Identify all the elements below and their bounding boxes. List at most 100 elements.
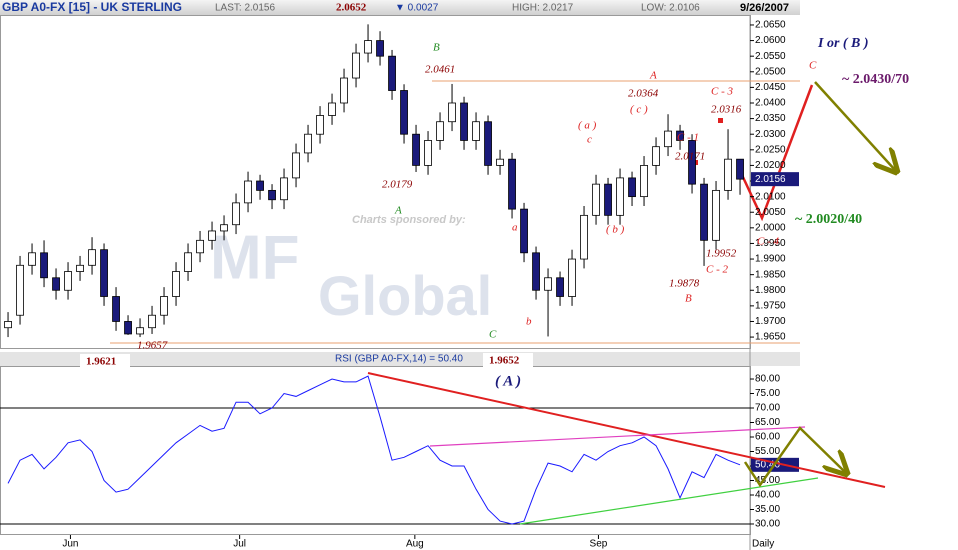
candle-body <box>388 55 396 91</box>
y-tick-label: 30.00 <box>755 519 780 530</box>
candle-body <box>16 264 24 316</box>
annotation: ( a ) <box>578 120 597 132</box>
annotation: 2.0179 <box>382 179 413 191</box>
x-tick-label: Jun <box>62 539 78 550</box>
annotation: B <box>433 42 440 54</box>
candle-body <box>40 252 48 279</box>
last-price-label: 2.0156 <box>755 174 786 185</box>
last-price-box <box>751 172 799 187</box>
candle-body <box>76 264 84 272</box>
y-tick-label: 1.9800 <box>755 285 786 296</box>
annotation: 2.0364 <box>628 88 659 100</box>
y-tick-label: 60.00 <box>755 432 780 443</box>
candle-body <box>232 202 240 226</box>
candle-body <box>616 177 624 216</box>
x-tick-label: Sep <box>590 539 608 550</box>
y-tick-label: 75.00 <box>755 388 780 399</box>
y-tick-label: 1.9650 <box>755 332 786 343</box>
annotation: 1.9657 <box>137 340 168 352</box>
y-tick-label: 1.9750 <box>755 301 786 312</box>
candle-body <box>172 271 180 297</box>
y-tick-label: 2.0300 <box>755 129 786 140</box>
annotation: B <box>685 293 692 305</box>
y-tick-label: 2.0600 <box>755 35 786 46</box>
candle-body <box>400 90 408 135</box>
annotation: b <box>526 316 532 328</box>
candle-body <box>484 121 492 166</box>
annotation: 2.0461 <box>425 64 455 76</box>
candle-body <box>736 158 744 180</box>
change: ▼ 0.0027 <box>395 3 439 14</box>
candle-body <box>520 208 528 254</box>
x-tick-label: Jul <box>233 539 246 550</box>
annotation: a <box>512 222 518 234</box>
y-tick-label: 2.0050 <box>755 207 786 218</box>
y-tick-label: 2.0000 <box>755 222 786 233</box>
annotation: 1.9878 <box>669 278 700 290</box>
candle-body <box>568 258 576 297</box>
x-axis-label: Daily <box>752 539 774 550</box>
annotation: ( A ) <box>495 373 521 389</box>
annotation: C <box>809 60 817 72</box>
candle-body <box>460 102 468 141</box>
annotation: 1.9952 <box>706 248 737 260</box>
candle-body <box>724 158 732 191</box>
annotation: 1.9621 <box>86 356 116 368</box>
candle-body <box>412 133 420 166</box>
candle-body <box>280 177 288 201</box>
candle-body <box>316 115 324 135</box>
label-bg <box>483 353 533 369</box>
projection-olive <box>814 81 895 170</box>
rsi-trend-green <box>519 477 819 525</box>
candle-body <box>4 321 12 329</box>
y-tick-label: 2.0350 <box>755 113 786 124</box>
candle-body <box>52 277 60 291</box>
header-bar <box>0 0 800 15</box>
annotation: C <box>489 329 497 341</box>
y-tick-label: 1.9900 <box>755 254 786 265</box>
candle-body <box>160 296 168 316</box>
annotation: 2.0316 <box>711 104 742 116</box>
candle-body <box>700 183 708 241</box>
candle-body <box>652 146 660 166</box>
candle-body <box>532 252 540 291</box>
candle-body <box>508 158 516 210</box>
candle-body <box>580 214 588 260</box>
annotation: C - 3 <box>711 86 734 98</box>
y-tick-label: 70.00 <box>755 403 780 414</box>
candle-body <box>592 183 600 216</box>
date: 9/26/2007 <box>740 2 789 14</box>
annotation: ( c ) <box>630 104 648 116</box>
y-tick-label: 2.0450 <box>755 82 786 93</box>
candle-body <box>604 183 612 216</box>
y-tick-label: 2.0400 <box>755 98 786 109</box>
peak: 2.0652 <box>336 2 367 14</box>
y-tick-label: 2.0100 <box>755 191 786 202</box>
candle-body <box>148 314 156 329</box>
rsi-trend-magenta <box>429 426 806 447</box>
candle-body <box>112 296 120 322</box>
candle-body <box>496 158 504 166</box>
y-tick-label: 40.00 <box>755 490 780 501</box>
candle-body <box>292 152 300 179</box>
y-tick-label: 55.00 <box>755 446 780 457</box>
annotation: c <box>587 134 592 146</box>
candle-body <box>88 249 96 266</box>
candle-body <box>184 252 192 272</box>
projection-red <box>740 84 814 222</box>
y-tick-label: 2.0200 <box>755 160 786 171</box>
candle-body <box>424 140 432 166</box>
candle-body <box>256 180 264 191</box>
price-panel: Charts sponsored by: MF Global 1.9650 1.9700… <box>4 20 909 389</box>
candle-body <box>244 180 252 204</box>
annotation: C - 2 <box>706 264 729 276</box>
y-tick-label: 1.9700 <box>755 316 786 327</box>
annotation: C - 4 <box>757 236 780 248</box>
annotation: 2.0171 <box>675 151 705 163</box>
y-tick-label: 2.0550 <box>755 51 786 62</box>
y-tick-label: 1.9850 <box>755 269 786 280</box>
candle-body <box>676 130 684 141</box>
label-bg <box>80 354 130 370</box>
low: LOW: 2.0106 <box>641 3 700 14</box>
